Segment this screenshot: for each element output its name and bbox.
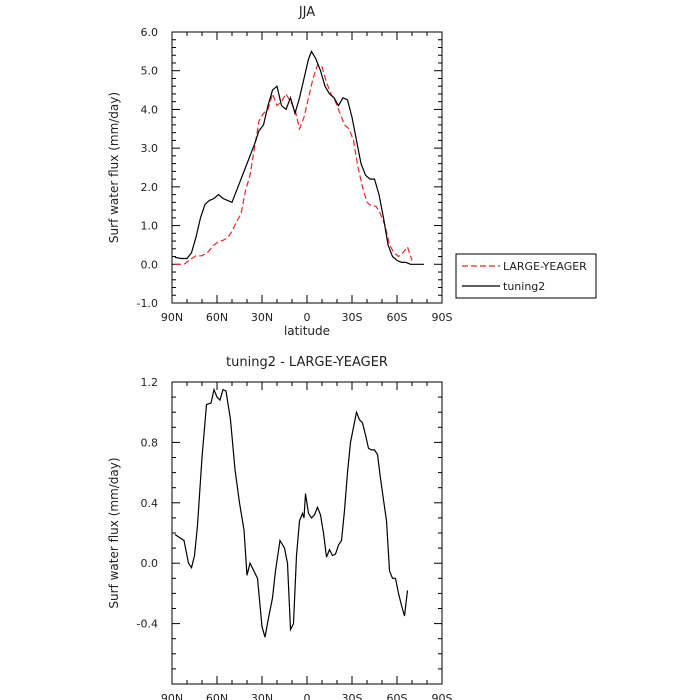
y-tick-label: 5.0: [141, 65, 159, 78]
y-tick-label: 1.0: [141, 220, 159, 233]
y-tick-label: 6.0: [141, 26, 159, 39]
legend: LARGE-YEAGER tuning2: [455, 253, 597, 299]
series-line: [174, 387, 409, 638]
x-tick-label: 90S: [432, 692, 453, 700]
x-tick-label: 0: [304, 692, 311, 700]
x-tick-label: 90N: [161, 311, 183, 324]
plot-frame: [171, 381, 443, 685]
x-tick-label: 30N: [251, 311, 273, 324]
y-tick-label: 0.4: [141, 497, 159, 510]
y-tick-label: 0.0: [141, 258, 159, 271]
x-axis-label: latitude: [284, 324, 330, 338]
x-tick-label: 90S: [432, 311, 453, 324]
legend-entry: tuning2: [503, 280, 545, 293]
y-tick-label: 3.0: [141, 142, 159, 155]
y-tick-label: 4.0: [141, 103, 159, 116]
x-tick-label: 60N: [206, 311, 228, 324]
x-tick-label: 60N: [206, 692, 228, 700]
y-tick-label: 0.0: [141, 557, 159, 570]
legend-box: [455, 253, 597, 299]
y-tick-label: -0.4: [137, 618, 158, 631]
chart-title: tuning2 - LARGE-YEAGER: [226, 355, 388, 370]
x-tick-label: 30S: [342, 311, 363, 324]
x-tick-label: 90N: [161, 692, 183, 700]
x-tick-label: 60S: [387, 692, 408, 700]
chart-1: JJA 90N 60N 30N 0 30S 60S 90S -1.0 0.0 1.0 2.0 3.0 4.…: [107, 5, 597, 338]
y-tick-label: 0.8: [141, 436, 159, 449]
series-line: [175, 64, 413, 265]
chart-title: JJA: [298, 5, 315, 20]
y-axis-label: Surf water flux (mm/day): [107, 92, 121, 243]
legend-entry: LARGE-YEAGER: [503, 260, 587, 273]
x-tick-label: 0: [304, 311, 311, 324]
chart-2: tuning2 - LARGE-YEAGER 90N 60N 30N 0 30S 60S 90…: [107, 355, 453, 700]
series-line: [174, 50, 424, 265]
y-tick-label: 1.2: [141, 376, 159, 389]
y-tick-label: 2.0: [141, 181, 159, 194]
x-tick-label: 30N: [251, 692, 273, 700]
x-tick-label: 30S: [342, 692, 363, 700]
y-axis-label: Surf water flux (mm/day): [107, 457, 121, 608]
y-tick-label: -1.0: [137, 297, 158, 310]
x-tick-label: 60S: [387, 311, 408, 324]
